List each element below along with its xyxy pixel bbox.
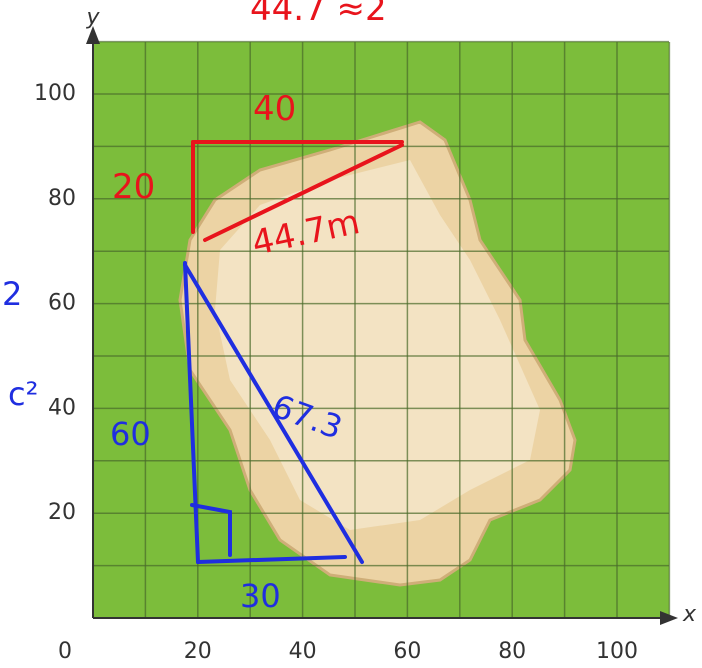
y-tick-label: 40 xyxy=(48,395,76,420)
x-tick-label: 20 xyxy=(184,639,212,664)
x-tick-label: 100 xyxy=(596,639,638,664)
x-tick-label: 0 xyxy=(58,639,72,664)
y-tick-label: 20 xyxy=(48,500,76,525)
red-note: 44.7 ≈2 xyxy=(250,0,387,29)
x-tick-label: 80 xyxy=(498,639,526,664)
map-grid: x y 0 20 40 60 80 100 20 40 60 80 100 44.7 ≈2 40 2… xyxy=(0,0,702,668)
y-tick-label: 80 xyxy=(48,186,76,211)
y-label: y xyxy=(85,5,100,30)
y-tick-label: 60 xyxy=(48,291,76,316)
y-tick-label: 100 xyxy=(34,81,76,106)
blue-note: c² xyxy=(8,375,38,413)
x-tick-label: 40 xyxy=(289,639,317,664)
blue-note: 60 xyxy=(110,415,151,453)
blue-note: 30 xyxy=(240,577,281,615)
blue-note: 2 xyxy=(2,275,22,313)
x-tick-label: 60 xyxy=(393,639,421,664)
red-note: 20 xyxy=(112,167,155,207)
x-label: x xyxy=(682,602,697,627)
red-note: 40 xyxy=(253,89,296,129)
